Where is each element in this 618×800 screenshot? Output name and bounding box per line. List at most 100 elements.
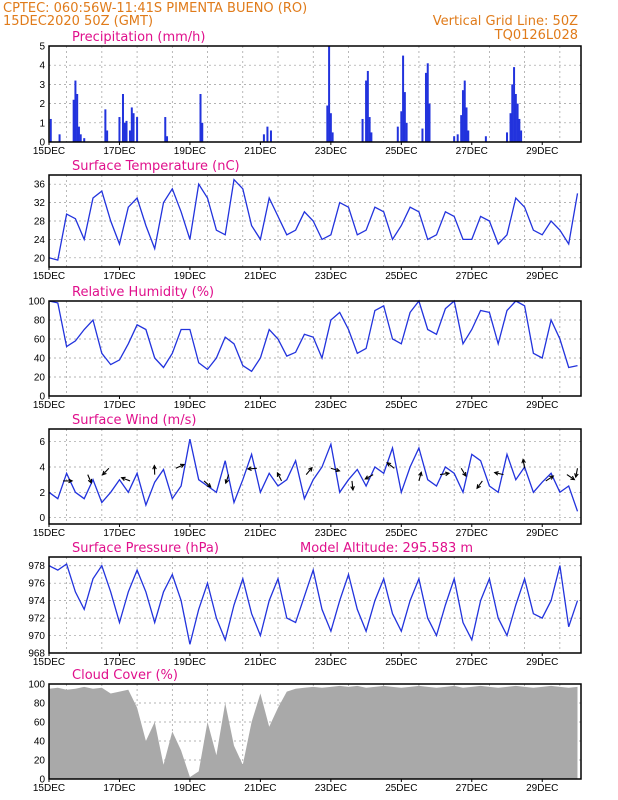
- wind-arrow-head: [224, 479, 230, 485]
- wind-arrow-head: [549, 475, 555, 480]
- precip-bar: [76, 94, 79, 142]
- x-tick-label: 15DEC: [33, 400, 65, 411]
- precip-bar: [518, 118, 521, 142]
- precip-bar: [516, 103, 519, 142]
- x-tick-label: 15DEC: [33, 657, 65, 668]
- wind-arrow-head: [570, 475, 576, 481]
- x-tick-label: 25DEC: [385, 146, 417, 157]
- x-tick-label: 25DEC: [385, 783, 417, 794]
- x-tick-label: 17DEC: [103, 528, 135, 539]
- panel-frame: [48, 45, 582, 143]
- panel-frame: [48, 300, 582, 397]
- x-tick-label: 29DEC: [526, 528, 558, 539]
- series-line: [48, 562, 579, 645]
- precip-bar: [424, 72, 427, 142]
- wind-arrow-head: [350, 485, 355, 492]
- precip-bar: [402, 55, 405, 142]
- precip-bar: [123, 122, 126, 142]
- precip-bar: [329, 113, 332, 142]
- precip-bar: [514, 94, 517, 142]
- precip-bar: [365, 80, 368, 142]
- x-tick-label: 15DEC: [33, 271, 65, 282]
- precip-bar: [83, 138, 86, 142]
- panel-title: Relative Humidity (%): [72, 285, 214, 300]
- y-tick-label: 20: [34, 373, 46, 384]
- wind-arrow-shaft: [102, 467, 110, 476]
- wind-arrow: [101, 467, 110, 476]
- y-tick-label: 100: [28, 297, 45, 308]
- wind-arrow: [566, 474, 576, 481]
- panel-frame: [48, 428, 582, 525]
- y-tick-label: 80: [34, 699, 46, 710]
- precip-bar: [164, 117, 167, 142]
- wind-arrow-shaft: [225, 474, 230, 484]
- wind-arrow: [364, 474, 374, 480]
- precip-bar: [453, 136, 456, 142]
- precip-bar: [403, 92, 406, 142]
- y-tick-label: 970: [28, 631, 45, 642]
- panel-0: Precipitation (mm/h) 0 1 2 3 4 5 15DEC 17DEC 19DE…: [33, 30, 582, 157]
- x-tick-label: 23DEC: [315, 271, 347, 282]
- precip-bar: [426, 63, 429, 142]
- y-tick-label: 80: [34, 316, 46, 327]
- y-tick-label: 36: [34, 180, 46, 191]
- panel-3: Surface Wind (m/s) 0 2 4 6 15DEC 17DEC 19DEC 21D…: [33, 413, 582, 539]
- x-tick-label: 15DEC: [33, 528, 65, 539]
- precip-bar: [79, 134, 82, 142]
- series-line: [48, 438, 579, 512]
- panel-title: Precipitation (mm/h): [72, 30, 205, 45]
- x-tick-label: 21DEC: [244, 783, 276, 794]
- x-tick-label: 17DEC: [103, 783, 135, 794]
- x-tick-label: 21DEC: [244, 528, 276, 539]
- cloud-area: [49, 685, 578, 779]
- wind-arrow: [476, 480, 483, 490]
- x-tick-label: 23DEC: [315, 146, 347, 157]
- wind-arrow-head: [152, 464, 157, 470]
- wind-arrow-shaft: [476, 480, 483, 489]
- y-tick-label: 5: [39, 42, 45, 53]
- wind-arrow: [276, 471, 283, 482]
- precip-bar: [463, 80, 466, 142]
- x-tick-label: 21DEC: [244, 271, 276, 282]
- wind-arrow-shaft: [439, 472, 450, 476]
- y-tick-label: 20: [34, 253, 46, 264]
- wind-arrow-shaft: [418, 472, 422, 482]
- wind-arrow-head: [206, 483, 212, 488]
- wind-arrow: [439, 471, 451, 477]
- wind-arrow-head: [386, 461, 392, 467]
- x-tick-label: 23DEC: [315, 400, 347, 411]
- y-tick-label: 0: [39, 775, 45, 786]
- precip-bar: [72, 99, 75, 142]
- precip-bar: [166, 136, 169, 142]
- wind-arrow-shaft: [121, 477, 131, 482]
- wind-arrow-shaft: [566, 474, 575, 481]
- x-tick-label: 17DEC: [103, 271, 135, 282]
- wind-arrow-shaft: [545, 475, 554, 482]
- x-tick-label: 17DEC: [103, 146, 135, 157]
- precip-bar: [132, 113, 135, 142]
- wind-arrow: [120, 476, 131, 482]
- wind-arrow-shaft: [87, 474, 92, 484]
- precip-bar: [511, 84, 514, 142]
- wind-arrow: [545, 475, 555, 482]
- panel-4: Surface Pressure (hPa) Model Altitude: 29…: [28, 541, 582, 668]
- precip-bar: [118, 117, 121, 142]
- precip-bar: [106, 130, 109, 142]
- y-tick-label: 3: [39, 80, 45, 91]
- wind-arrow: [224, 474, 230, 485]
- precip-bar: [400, 111, 403, 142]
- x-tick-label: 19DEC: [174, 271, 206, 282]
- panel-frame: [48, 174, 582, 268]
- precip-bar: [262, 134, 265, 142]
- precip-bar: [467, 130, 470, 142]
- header-model-code: TQ0126L028: [494, 28, 578, 43]
- wind-arrow-head: [87, 478, 93, 484]
- y-tick-label: 60: [34, 335, 46, 346]
- series-line: [48, 299, 578, 373]
- x-tick-label: 25DEC: [385, 400, 417, 411]
- panel-title: Surface Temperature (nC): [72, 159, 240, 174]
- precip-bar: [461, 90, 464, 142]
- y-tick-label: 60: [34, 718, 46, 729]
- x-tick-label: 27DEC: [456, 146, 488, 157]
- panel-annotation: Model Altitude: 295.583 m: [300, 541, 473, 556]
